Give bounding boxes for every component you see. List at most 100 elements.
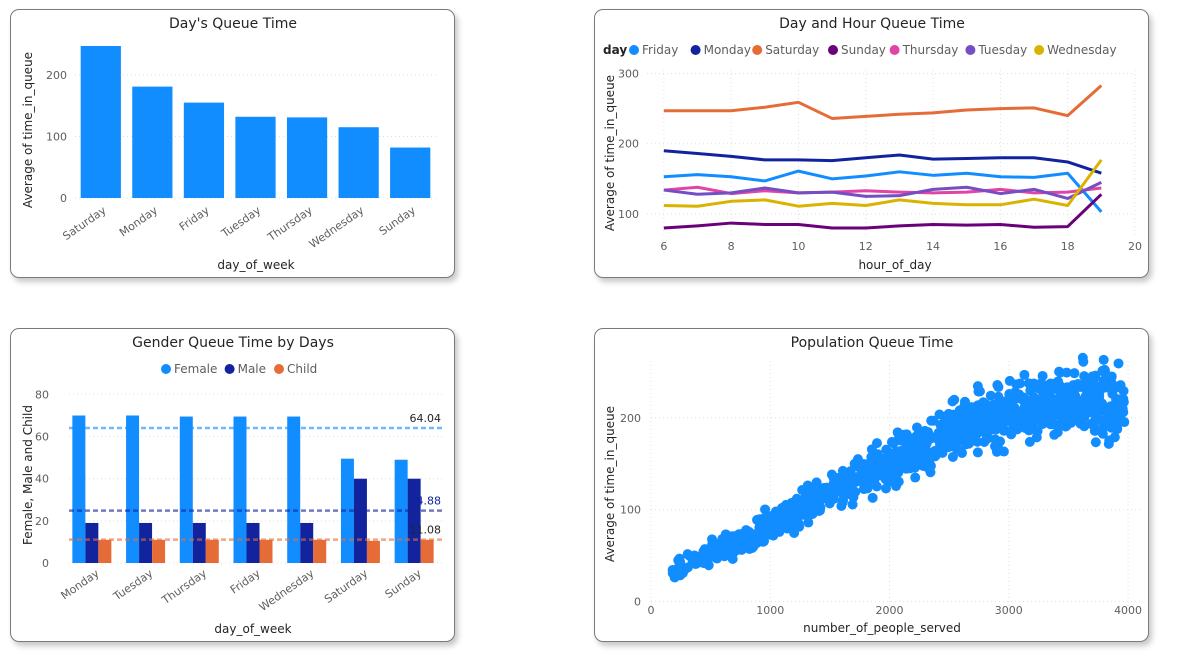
scatter-point [1025, 402, 1036, 413]
legend-marker-sunday [828, 45, 838, 55]
scatter-point [1019, 369, 1030, 380]
scatter-point [929, 445, 940, 456]
scatter-point [1028, 424, 1039, 435]
scatter-point [963, 438, 974, 449]
x-tick-label: Friday [228, 567, 263, 597]
bar-child-thursday [205, 539, 219, 563]
scatter-point [1109, 432, 1120, 443]
scatter-point [1063, 406, 1074, 417]
x-tick-label: Saturday [60, 204, 108, 243]
x-tick-label: 1000 [756, 604, 784, 617]
scatter-point [879, 472, 890, 483]
scatter-point [940, 411, 951, 422]
scatter-point [949, 394, 960, 405]
scatter-point [948, 423, 959, 434]
gender-queue-time-card[interactable]: Gender Queue Time by Days Female Male Child… [10, 328, 455, 642]
legend-marker-child [274, 364, 284, 374]
scatter-point [1086, 399, 1097, 410]
scatter-point [1001, 411, 1012, 422]
population-queue-time-card[interactable]: Population Queue Time 0 100 200 0 1000 2000 300… [594, 328, 1149, 642]
bar-tuesday [235, 116, 276, 198]
scatter-point [1107, 388, 1118, 399]
scatter-point [1084, 407, 1095, 418]
scatter-point [991, 424, 1002, 435]
x-tick-label: 14 [926, 240, 940, 253]
scatter-point [972, 436, 983, 447]
scatter-point [782, 502, 793, 513]
legend-label-child: Child [287, 362, 317, 376]
legend-marker-monday [690, 45, 701, 55]
x-tick-label: Monday [59, 567, 102, 603]
y-tick-label: 20 [35, 515, 49, 528]
scatter-point [992, 403, 1003, 414]
scatter-point [1075, 405, 1086, 416]
scatter-points [667, 352, 1130, 583]
legend-label-tuesday: Tuesday [977, 43, 1027, 57]
scatter-point [968, 413, 979, 424]
scatter-point [1049, 429, 1060, 440]
x-tick-label: Friday [177, 204, 212, 234]
scatter-point [920, 434, 931, 445]
bar-child-saturday [366, 540, 380, 563]
scatter-point [679, 563, 690, 574]
scatter-point [983, 426, 994, 437]
x-tick-label: Tuesday [110, 567, 155, 604]
y-tick-label: 300 [618, 68, 639, 81]
scatter-point [713, 548, 724, 559]
x-tick-label: 2000 [876, 604, 904, 617]
scatter-point [841, 478, 852, 489]
y-tick-label: 0 [60, 192, 67, 205]
gender-queue-time-chart: Gender Queue Time by Days Female Male Child… [21, 335, 445, 636]
scatter-point [888, 438, 899, 449]
scatter-point [760, 504, 771, 515]
legend-marker-tuesday [965, 45, 976, 55]
scatter-point [1082, 390, 1093, 401]
y-axis-title: Average of time_in_queue [21, 52, 35, 208]
scatter-point [984, 407, 995, 418]
scatter-point [1046, 382, 1057, 393]
scatter-point [998, 446, 1009, 457]
bar-female-thursday [179, 416, 193, 563]
y-axis-title: Female, Male and Child [21, 405, 35, 545]
scatter-point [850, 486, 861, 497]
bar-child-monday [98, 539, 112, 563]
series-line-wednesday [663, 158, 1103, 208]
legend-marker-male [224, 364, 235, 374]
scatter-point [867, 492, 878, 503]
bar-male-wednesday [300, 522, 314, 563]
scatter-point [1079, 371, 1090, 382]
scatter-point [1098, 354, 1109, 365]
reference-line-label: 11.08 [410, 524, 442, 537]
chart-title: Gender Queue Time by Days [132, 335, 334, 351]
x-tick-label: Sunday [383, 567, 425, 602]
scatter-point [748, 534, 759, 545]
bar-child-tuesday [152, 539, 166, 563]
y-tick-label: 200 [46, 69, 67, 82]
scatter-point [1090, 437, 1101, 448]
y-tick-label: 40 [35, 473, 49, 486]
scatter-point [920, 443, 931, 454]
scatter-point [981, 434, 992, 445]
scatter-point [1024, 436, 1035, 447]
scatter-point [1043, 414, 1054, 425]
day-hour-queue-time-card[interactable]: Day and Hour Queue Time day Friday Monday Sa… [594, 9, 1149, 278]
days-queue-time-card[interactable]: Day's Queue Time 0 100 200 Saturday Monday Fri… [10, 9, 455, 278]
scatter-point [901, 439, 912, 450]
scatter-point [985, 390, 996, 401]
bar-female-tuesday [126, 415, 140, 563]
scatter-point [1037, 370, 1048, 381]
bar-child-friday [259, 539, 273, 563]
scatter-point [871, 438, 882, 449]
scatter-point [1113, 358, 1124, 369]
x-tick-label: Monday [117, 204, 160, 240]
scatter-point [1096, 398, 1107, 409]
scatter-point [907, 451, 918, 462]
scatter-point [719, 535, 730, 546]
x-tick-label: 4000 [1114, 604, 1142, 617]
scatter-point [949, 442, 960, 453]
bar-sunday [390, 147, 431, 198]
scatter-point [724, 550, 735, 561]
scatter-point [859, 478, 870, 489]
scatter-point [989, 416, 1000, 427]
scatter-point [837, 497, 848, 508]
